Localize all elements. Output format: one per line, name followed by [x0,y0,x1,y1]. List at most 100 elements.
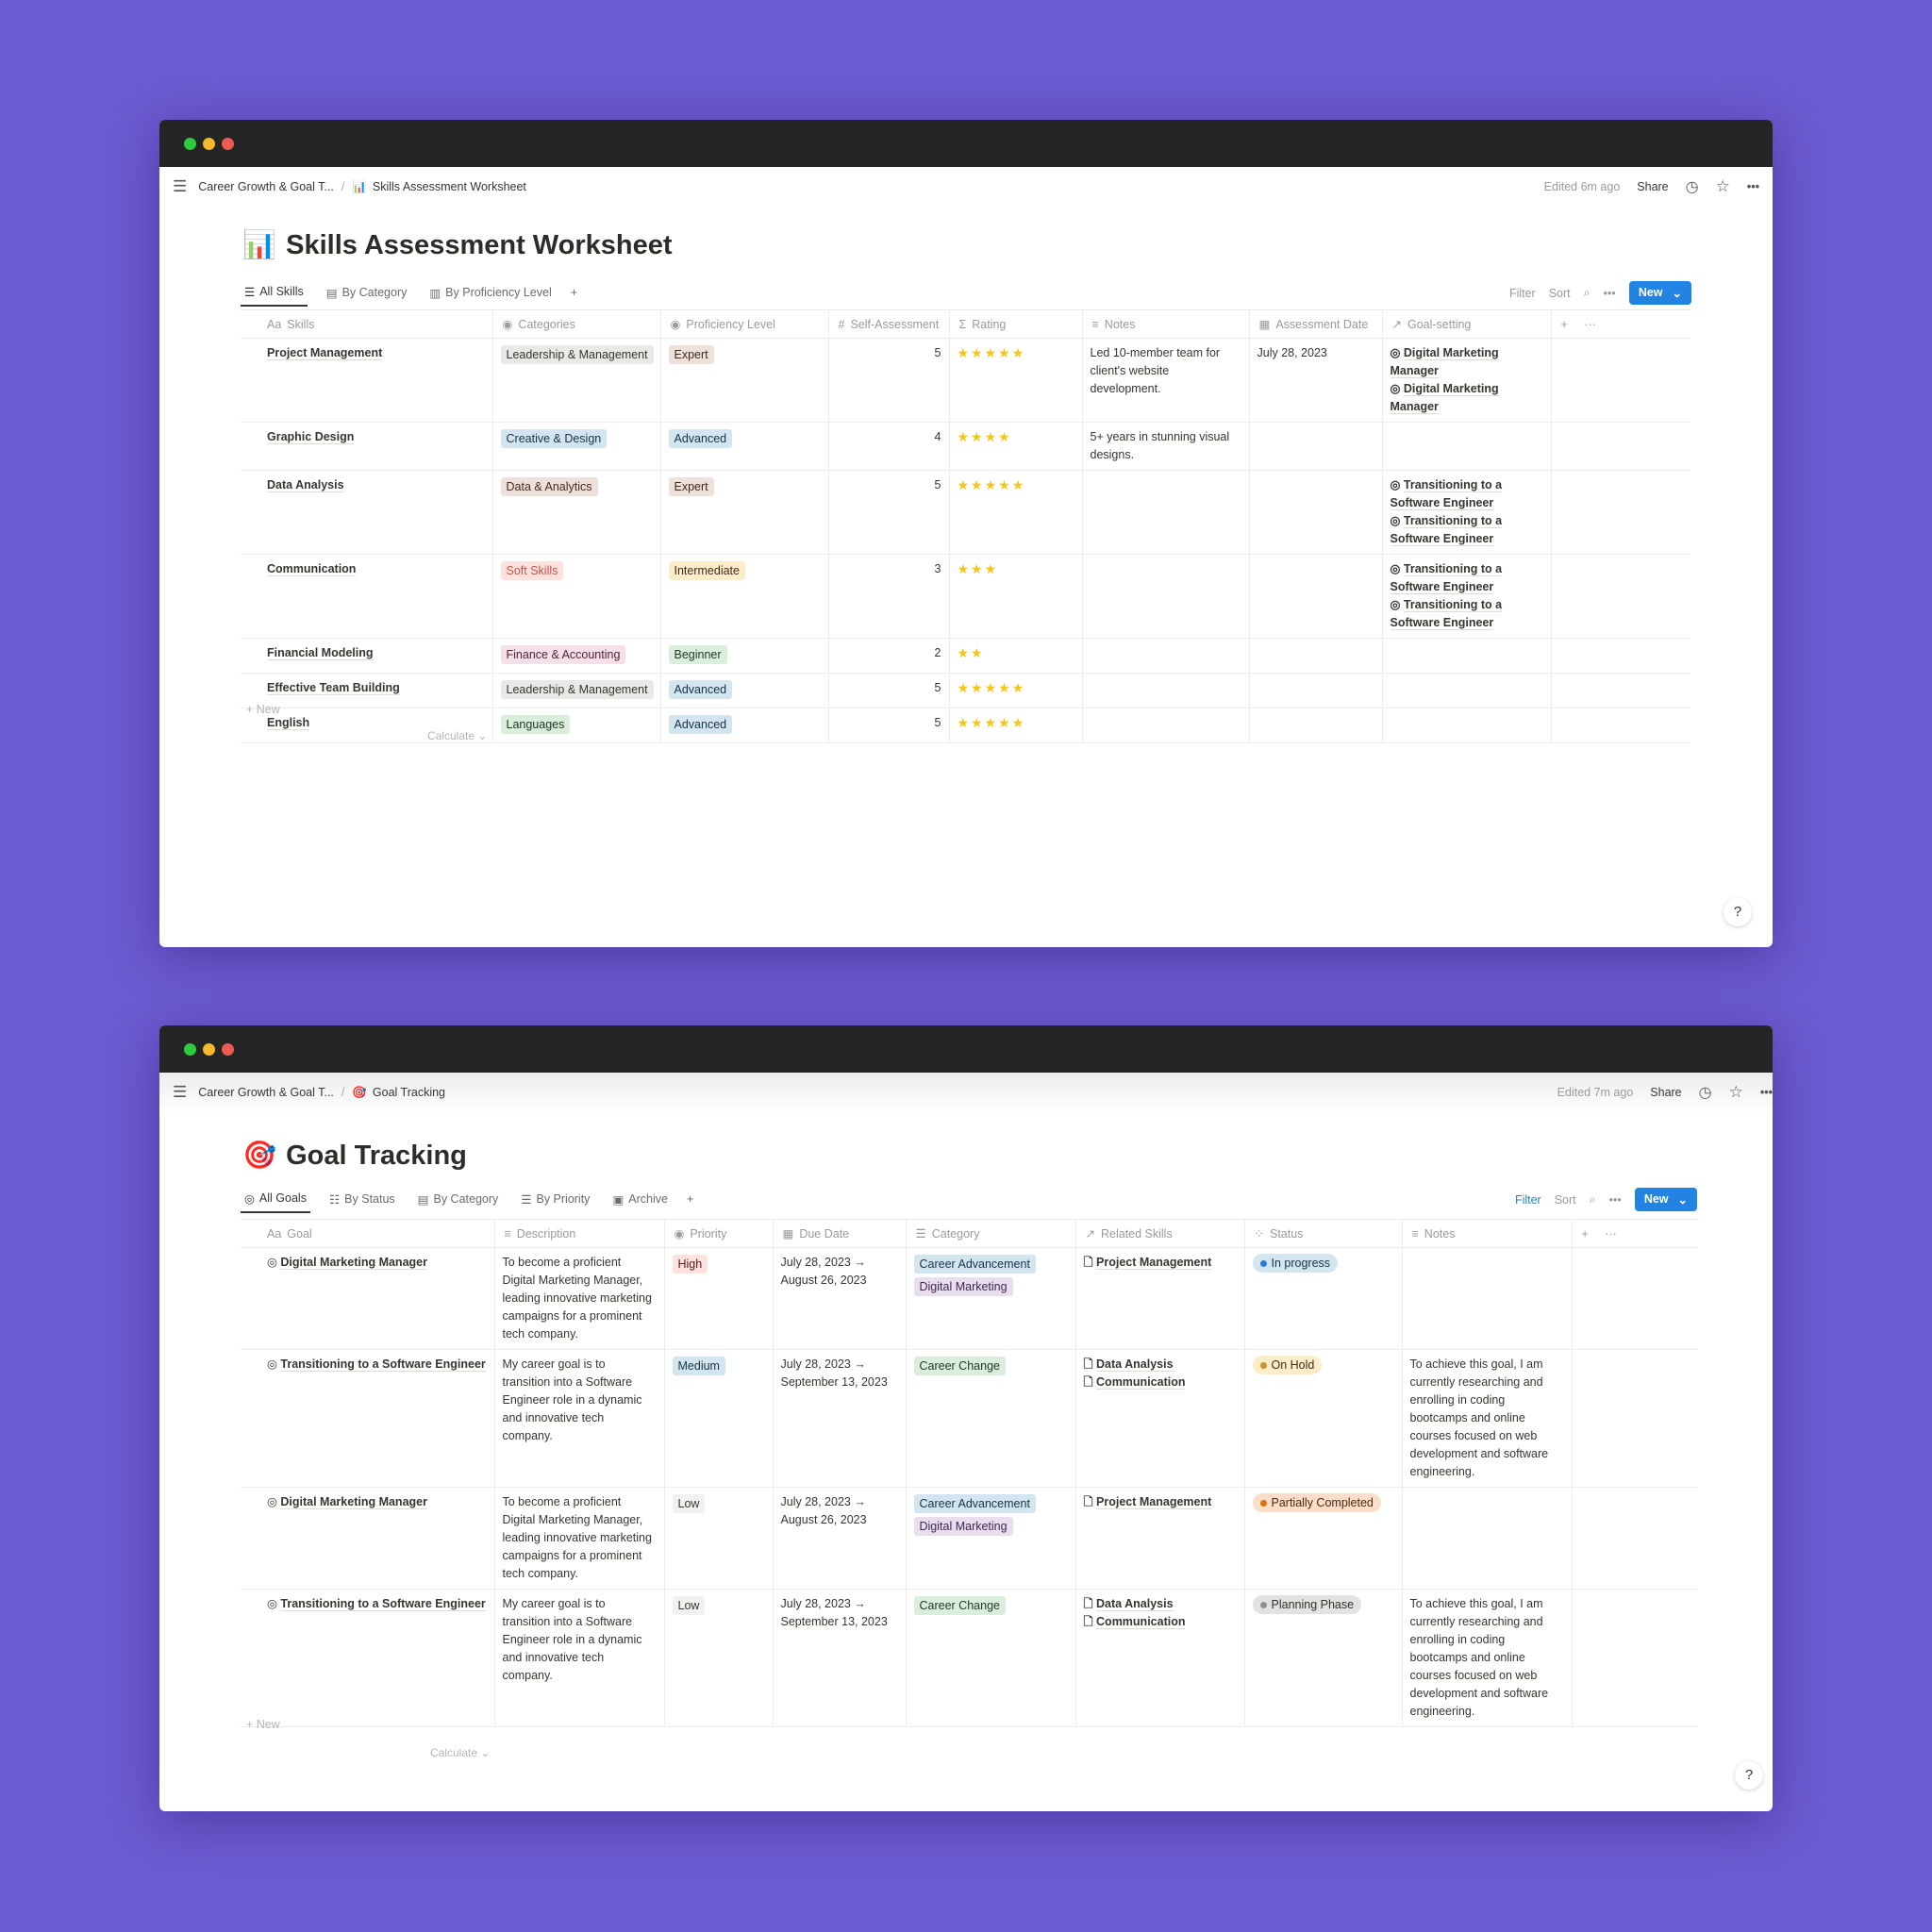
column-header-related-skills[interactable]: ↗ Related Skills [1075,1219,1245,1248]
goal-link[interactable]: ◎ Transitioning to a Software Engineer [1390,476,1543,512]
skill-name[interactable]: Effective Team Building [267,681,400,695]
add-row-button[interactable]: + New [246,703,280,716]
tab-all-skills[interactable]: ☰ All Skills [241,278,308,307]
column-header-notes[interactable]: ≡ Notes [1402,1219,1573,1248]
new-button[interactable]: New ⌄ [1634,1188,1697,1211]
column-header-status[interactable]: ⁘ Status [1244,1219,1403,1248]
more-icon[interactable]: ••• [1746,180,1759,193]
skill-link[interactable]: 🗋 Project Management [1084,1254,1237,1272]
maximize-button[interactable] [184,1043,196,1056]
goal-name[interactable]: Digital Marketing Manager [280,1256,427,1270]
add-column-icon[interactable]: + [1560,317,1572,331]
more-icon[interactable]: ••• [1759,1086,1773,1099]
help-button[interactable]: ? [1735,1761,1763,1790]
breadcrumb-current[interactable]: Skills Assessment Worksheet [372,180,526,193]
table-row[interactable]: ◎ Digital Marketing Manager To become a p… [241,1247,1698,1350]
add-view-icon[interactable]: + [686,1192,694,1206]
share-button[interactable]: Share [1637,180,1669,193]
skill-link[interactable]: 🗋 Data Analysis [1084,1356,1237,1374]
minimize-button[interactable] [203,138,215,150]
more-icon[interactable]: ••• [1603,286,1616,300]
goal-link[interactable]: ◎ Digital Marketing Manager [1390,344,1543,380]
tab-by-proficiency-level[interactable]: ▥ By Proficiency Level [425,278,555,307]
filter-button[interactable]: Filter [1514,1192,1541,1207]
search-icon[interactable]: ⌕ [1589,1192,1596,1206]
more-icon[interactable]: ··· [1584,317,1596,331]
tab-by-category[interactable]: ▤ By Category [414,1185,503,1213]
table-row[interactable]: ◎ Digital Marketing Manager To become a p… [241,1487,1698,1590]
sort-button[interactable]: Sort [1548,286,1571,300]
sort-button[interactable]: Sort [1554,1192,1576,1207]
column-header-category[interactable]: ☰ Category [906,1219,1076,1248]
calculate-button[interactable]: Calculate ⌄ [430,1746,491,1759]
close-button[interactable] [222,138,234,150]
table-row[interactable]: ◎ Transitioning to a Software Engineer My… [241,1589,1698,1727]
goal-link[interactable]: ◎ Transitioning to a Software Engineer [1390,560,1543,596]
add-column-icon[interactable]: + [1581,1226,1592,1241]
goal-name[interactable]: Digital Marketing Manager [280,1495,427,1509]
skill-name[interactable]: Data Analysis [267,478,344,492]
tab-by-status[interactable]: ☷ By Status [325,1185,399,1213]
goal-name[interactable]: Transitioning to a Software Engineer [280,1357,486,1372]
table-row[interactable]: Effective Team Building Leadership & Mana… [241,673,1690,708]
column-header-description[interactable]: ≡ Description [494,1219,665,1248]
help-button[interactable]: ? [1724,898,1752,926]
skill-link[interactable]: 🗋 Communication [1084,1374,1237,1391]
chevron-down-icon[interactable]: ⌄ [1672,287,1682,300]
column-header-skills[interactable]: Aa Skills [241,309,493,339]
goal-name[interactable]: Transitioning to a Software Engineer [280,1597,486,1611]
skill-name[interactable]: Graphic Design [267,430,355,444]
skill-name[interactable]: Financial Modeling [267,646,374,660]
goal-link[interactable]: ◎ Digital Marketing Manager [1390,380,1543,416]
breadcrumb-parent[interactable]: Career Growth & Goal T... [198,180,334,193]
star-icon[interactable]: ☆ [1728,1083,1743,1101]
goal-link[interactable]: ◎ Transitioning to a Software Engineer [1390,512,1543,548]
column-header-assessment-date[interactable]: ▦ Assessment Date [1249,309,1383,339]
skill-name[interactable]: Communication [267,562,357,576]
column-header-notes[interactable]: ≡ Notes [1082,309,1250,339]
table-row[interactable]: English Languages Advanced 5 ★★★★★ [241,708,1690,743]
skill-link[interactable]: 🗋 Communication [1084,1613,1237,1631]
chevron-down-icon[interactable]: ⌄ [1677,1193,1688,1207]
breadcrumb-current[interactable]: Goal Tracking [372,1086,446,1099]
table-row[interactable]: Data Analysis Data & Analytics Expert 5 ★★★★… [241,470,1690,555]
new-button[interactable]: New ⌄ [1628,281,1691,305]
skill-name[interactable]: Project Management [267,346,383,360]
add-view-icon[interactable]: + [570,286,578,299]
column-header-due-date[interactable]: ▦ Due Date [773,1219,907,1248]
skill-link[interactable]: 🗋 Data Analysis [1084,1595,1237,1613]
menu-icon[interactable]: ☰ [173,1083,188,1101]
table-row[interactable]: Project Management Leadership & Managemen… [241,338,1690,423]
table-row[interactable]: Graphic Design Creative & Design Advanced 4… [241,422,1690,471]
column-header-self-assessment[interactable]: # Self-Assessment [828,309,950,339]
column-header-priority[interactable]: ◉ Priority [664,1219,774,1248]
calculate-button[interactable]: Calculate ⌄ [427,729,488,742]
close-button[interactable] [222,1043,234,1056]
filter-button[interactable]: Filter [1508,286,1536,300]
search-icon[interactable]: ⌕ [1583,286,1591,299]
tab-all-goals[interactable]: ◎ All Goals [241,1185,310,1213]
table-row[interactable]: ◎ Transitioning to a Software Engineer My… [241,1349,1698,1488]
more-icon[interactable]: ··· [1605,1226,1617,1241]
tab-archive[interactable]: ▣ Archive [608,1185,672,1213]
table-row[interactable]: Financial Modeling Finance & Accounting Be… [241,638,1690,674]
add-row-button[interactable]: + New [246,1718,280,1731]
breadcrumb-parent[interactable]: Career Growth & Goal T... [198,1086,334,1099]
table-row[interactable]: Communication Soft Skills Intermediate 3 ★★★… [241,554,1690,639]
menu-icon[interactable]: ☰ [173,177,188,195]
goal-link[interactable]: ◎ Transitioning to a Software Engineer [1390,596,1543,632]
skill-link[interactable]: 🗋 Project Management [1084,1493,1237,1511]
tab-by-category[interactable]: ▤ By Category [323,278,411,307]
clock-icon[interactable]: ◷ [1685,179,1699,195]
column-header-goal[interactable]: Aa Goal [241,1219,495,1248]
column-header-categories[interactable]: ◉ Categories [492,309,661,339]
column-header-proficiency-level[interactable]: ◉ Proficiency Level [660,309,829,339]
share-button[interactable]: Share [1650,1086,1682,1099]
star-icon[interactable]: ☆ [1715,177,1730,195]
maximize-button[interactable] [184,138,196,150]
more-icon[interactable]: ••• [1608,1192,1622,1207]
minimize-button[interactable] [203,1043,215,1056]
tab-by-priority[interactable]: ☰ By Priority [517,1185,593,1213]
clock-icon[interactable]: ◷ [1698,1085,1712,1101]
column-header-goal-setting[interactable]: ↗ Goal-setting [1382,309,1552,339]
